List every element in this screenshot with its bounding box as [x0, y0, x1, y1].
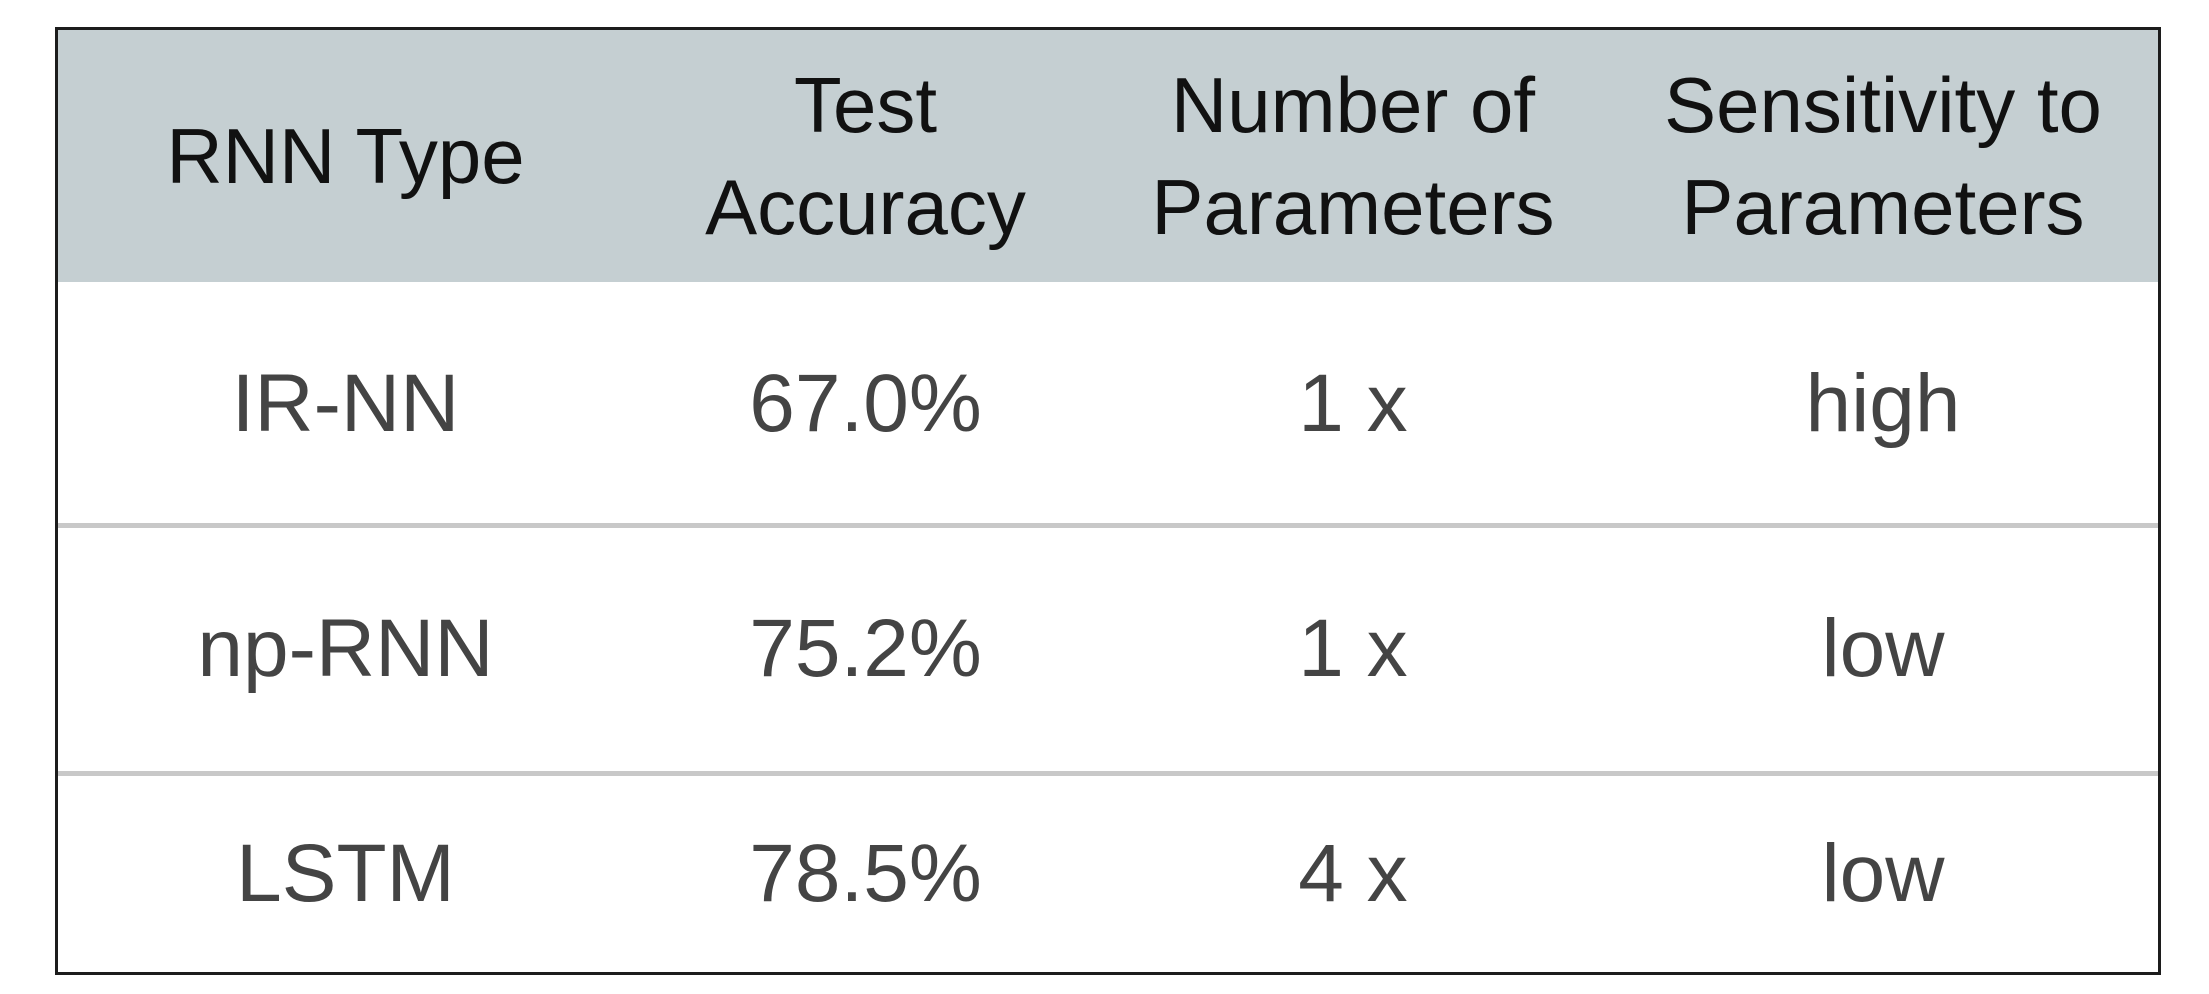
table-cell-number-of-parameters: 1 x — [1298, 603, 1408, 694]
column-header-rnn-type: RNN Type — [166, 112, 525, 200]
table-cell-number-of-parameters: 1 x — [1298, 357, 1408, 449]
table-cell-test-accuracy: 67.0% — [749, 357, 982, 449]
table-cell-test-accuracy: 75.2% — [749, 603, 982, 694]
row-divider — [58, 523, 2158, 528]
row-divider — [58, 771, 2158, 776]
table-cell-sensitivity: high — [1805, 357, 1961, 449]
column-header-sensitivity-to-parameters: Sensitivity to Parameters — [1664, 61, 2102, 251]
comparison-table: RNN Type Test Accuracy Number of Paramet… — [55, 27, 2161, 975]
table-cell-sensitivity: low — [1821, 603, 1945, 694]
table-cell-rnn-type: IR-NN — [231, 357, 460, 449]
table-cell-sensitivity: low — [1821, 828, 1945, 919]
table-cell-test-accuracy: 78.5% — [749, 828, 982, 919]
table-cell-number-of-parameters: 4 x — [1298, 828, 1408, 919]
table-header-row: RNN Type Test Accuracy Number of Paramet… — [58, 30, 2158, 282]
table-cell-rnn-type: LSTM — [236, 828, 455, 919]
column-header-test-accuracy: Test Accuracy — [705, 61, 1026, 251]
column-header-number-of-parameters: Number of Parameters — [1151, 61, 1555, 251]
table-cell-rnn-type: np-RNN — [197, 603, 494, 694]
